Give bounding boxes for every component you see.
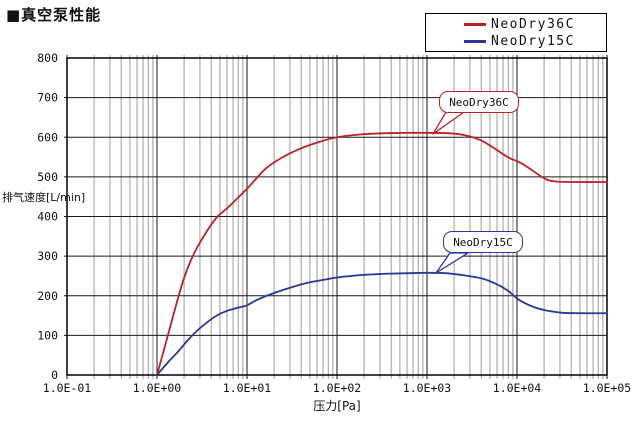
legend: NeoDry36C NeoDry15C <box>425 13 607 52</box>
neodry36c-line-swatch-icon <box>464 22 486 26</box>
x-tick-label: 1.0E+01 <box>223 381 272 395</box>
callout-leader <box>432 111 465 135</box>
y-tick-label: 0 <box>51 368 58 382</box>
y-tick-label: 100 <box>37 328 58 342</box>
x-axis-title: 压力[Pa] <box>313 399 361 413</box>
legend-item-label: NeoDry15C <box>491 33 575 49</box>
series-line-neodry15c <box>156 271 608 376</box>
x-tick-label: 1.0E+04 <box>493 381 542 395</box>
callout-neodry36c: NeoDry36C <box>439 91 519 113</box>
series-line-neodry36c <box>156 131 608 376</box>
y-tick-label: 300 <box>37 249 58 263</box>
x-tick-label: 1.0E-01 <box>43 381 92 395</box>
x-tick-label: 1.0E+02 <box>313 381 361 395</box>
callout-label: NeoDry36C <box>449 95 509 109</box>
y-tick-label: 200 <box>37 289 58 303</box>
page-title: ■真空泵性能 <box>6 6 102 24</box>
legend-item-neodry15c: NeoDry15C <box>426 33 606 50</box>
y-axis-title: 排气速度[L/min] <box>2 191 86 204</box>
callout-leader <box>435 252 469 274</box>
y-tick-label: 400 <box>37 210 58 224</box>
legend-item-label: NeoDry36C <box>491 16 575 32</box>
neodry15c-line-swatch-icon <box>464 39 486 43</box>
y-tick-label: 800 <box>37 51 58 65</box>
callout-label: NeoDry15C <box>453 235 513 249</box>
plot-border <box>66 57 608 376</box>
x-tick-label: 1.0E+00 <box>133 381 182 395</box>
x-tick-label: 1.0E+03 <box>403 381 452 395</box>
x-tick-label: 1.0E+05 <box>583 381 631 395</box>
y-tick-label: 600 <box>37 130 58 144</box>
legend-item-neodry36c: NeoDry36C <box>426 16 606 33</box>
callout-neodry15c: NeoDry15C <box>443 231 523 253</box>
y-tick-label: 700 <box>37 91 58 105</box>
y-tick-label: 500 <box>37 170 58 184</box>
